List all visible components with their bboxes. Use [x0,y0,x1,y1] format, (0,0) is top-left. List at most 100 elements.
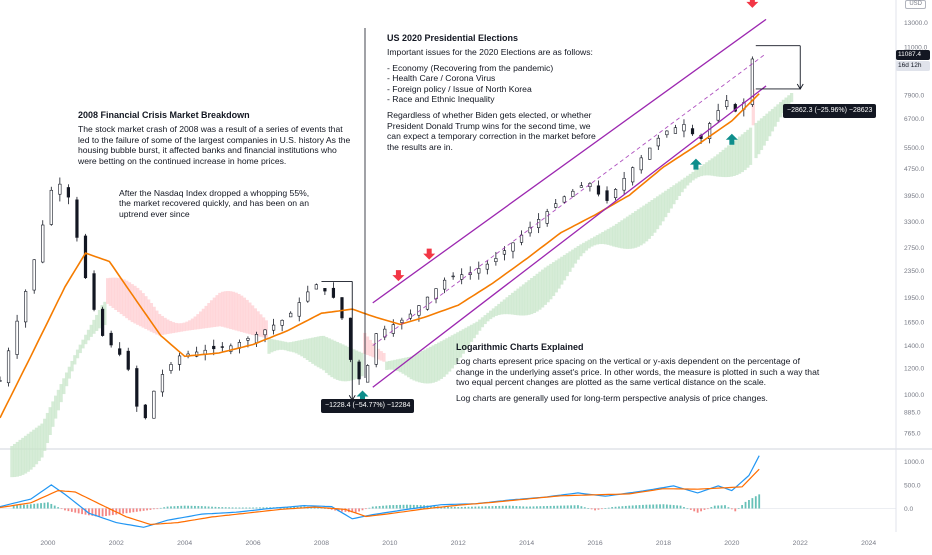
cloud-segment-bearish [215,295,219,327]
cloud-segment-bearish [108,277,112,306]
candle-down [220,346,224,348]
note-log-charts-title: Logarithmic Charts Explained [456,342,584,352]
macd-histogram-bar-negative [94,508,97,517]
macd-histogram-bar-positive [392,505,395,509]
macd-histogram-bar-positive [36,503,39,509]
cloud-segment-bullish [478,319,482,331]
time-tick-label: 2012 [451,540,466,547]
candle-up [297,302,301,317]
note-2020-elections-intro: Important issues for the 2020 Elections … [387,47,593,58]
time-tick-label: 2024 [861,540,876,547]
candle-up [434,288,438,300]
sell-arrow-icon [423,248,436,260]
price-tick-label: 1000.0 [904,392,925,399]
measure-label-2008[interactable]: −1228.4 (−54.77%) −12284 [321,399,415,413]
macd-histogram-bar-positive [570,505,573,509]
channel-upper-line [372,18,767,304]
cloud-segment-bullish [590,238,594,247]
cloud-segment-bullish [483,315,487,325]
macd-histogram-bar-positive [204,506,207,509]
cloud-segment-bearish [218,292,222,327]
macd-histogram-bar-positive [505,505,508,509]
macd-histogram-bar-positive [737,508,740,509]
note-2020-elections-list: Economy (Recovering from the pandemic) H… [387,63,603,105]
macd-histogram-bar-positive [163,507,166,509]
macd-histogram-bar-positive [33,503,36,509]
macd-histogram-bar-positive [727,507,730,509]
currency-badge[interactable]: USD [905,0,926,9]
candle-down [357,361,361,380]
candle-up [271,324,276,331]
candle-up [631,167,635,183]
candle-up [425,296,430,310]
candle-up [289,312,293,318]
macd-histogram-bar-positive [635,505,637,509]
cloud-segment-bullish [551,262,556,297]
cloud-segment-bearish [179,323,184,332]
macd-histogram-bar-positive [255,507,258,509]
macd-histogram-bar-positive [323,508,326,509]
macd-histogram-bar-positive [409,504,412,509]
macd-histogram-bar-positive [467,506,470,509]
macd-histogram-bar-positive [194,505,196,509]
price-tick-label: 1200.0 [904,365,925,372]
cloud-segment-bearish [152,306,156,334]
measure-label-2020[interactable]: −2862.3 (−25.96%) −28623 [783,104,877,118]
note-log-charts-body-1: Log charts epresent price spacing on the… [456,356,820,388]
candle-up [502,250,507,255]
cloud-segment-bullish [557,258,561,289]
macd-histogram-bar-positive [419,505,422,509]
cloud-segment-bullish [59,384,63,403]
candle-up [254,334,259,343]
price-tick-label: 3950.0 [904,193,925,200]
cloud-segment-bullish [97,309,102,329]
cloud-segment-bullish [330,339,334,378]
cloud-segment-bullish [653,198,657,233]
macd-histogram-bar-positive [57,507,60,509]
note-2008-crisis-body: The stock market crash of 2008 was a res… [78,124,351,166]
macd-histogram-bar-positive [460,506,463,509]
cloud-segment-bullish [354,350,359,379]
cloud-segment-bullish [732,140,736,176]
note-2020-elections-title: US 2020 Presidential Elections [387,33,519,43]
cloud-segment-bullish [467,326,471,346]
macd-histogram-bar-positive [546,506,549,509]
cloud-segment-bearish [379,351,383,361]
macd-histogram-bar-positive [532,506,535,509]
time-tick-label: 2000 [40,540,55,547]
candle-down [126,350,130,370]
cloud-segment-bearish [204,305,208,329]
candle-up [263,329,267,336]
cloud-segment-bullish [270,339,274,353]
macd-histogram-bar-positive [744,501,747,509]
cloud-segment-bearish [234,292,238,331]
cloud-segment-bullish [716,154,720,177]
macd-histogram-bar-negative [590,508,593,510]
macd-histogram-bar-positive [53,505,56,509]
candle-up [545,211,549,224]
candle-up [314,284,318,290]
macd-histogram-bar-positive [638,505,641,509]
macd-histogram-bar-positive [214,506,217,509]
cloud-segment-bullish [40,423,44,458]
cloud-segment-bullish [475,321,479,335]
cloud-segment-bullish [669,187,673,209]
cloud-segment-bullish [713,156,717,177]
candle-up [579,185,583,188]
cloud-segment-bullish [311,337,315,364]
price-tick-label: 765.0 [904,431,921,438]
macd-histogram-bar-positive [720,505,723,509]
macd-histogram-bar-positive [686,508,689,510]
cloud-segment-bullish [409,356,413,380]
macd-histogram-bar-positive [211,506,213,509]
macd-histogram-bar-positive [604,508,607,509]
cloud-segment-bullish [765,113,769,141]
cloud-segment-bullish [762,115,766,146]
cloud-segment-bullish [530,278,534,315]
candle-down [212,345,216,350]
countdown-tag: 16d 12h [896,61,930,71]
cloud-segment-bullish [319,335,323,369]
macd-histogram-bar-positive [43,502,46,509]
candle-up [460,274,464,280]
